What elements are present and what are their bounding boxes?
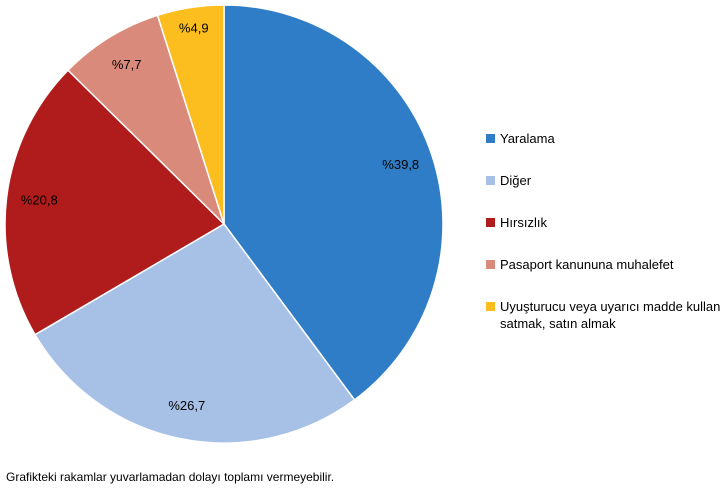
legend-swatch xyxy=(486,302,495,311)
legend-item: Hırsızlık xyxy=(486,214,720,231)
pie-slice xyxy=(223,4,444,401)
legend-label: Diğer xyxy=(500,173,532,188)
data-label: %7,7 xyxy=(112,57,142,72)
pie-slice xyxy=(66,14,225,225)
footnote: Grafikteki rakamlar yuvarlamadan dolayı … xyxy=(6,470,335,484)
pie-slice xyxy=(156,4,225,225)
legend-swatch xyxy=(486,260,495,269)
pie-slice xyxy=(34,223,356,444)
legend-swatch xyxy=(486,218,495,227)
data-label: %39,8 xyxy=(382,157,419,172)
legend-label: Pasaport kanununa muhalefet xyxy=(500,257,674,272)
legend-item: Diğer xyxy=(486,172,720,189)
data-label: %26,7 xyxy=(168,398,205,413)
chart: %39,8 %26,7 %20,8 %7,7 %4,9 xyxy=(4,4,444,444)
legend-item: Yaralama xyxy=(486,130,720,147)
legend-item: Uyuşturucu veya uyarıcı madde kullanmak,… xyxy=(486,298,720,332)
data-label: %4,9 xyxy=(179,21,209,36)
legend-swatch xyxy=(486,134,495,143)
legend-label: Hırsızlık xyxy=(500,215,547,230)
data-label: %20,8 xyxy=(21,192,58,207)
legend-label: Yaralama xyxy=(500,131,555,146)
legend-item: Pasaport kanununa muhalefet xyxy=(486,256,720,273)
pie-slice xyxy=(4,69,226,336)
legend-label: Uyuşturucu veya uyarıcı madde kullanmak,… xyxy=(500,299,720,331)
legend-swatch xyxy=(486,176,495,185)
legend: Yaralama Diğer Hırsızlık Pasaport kanununa … xyxy=(486,130,720,357)
